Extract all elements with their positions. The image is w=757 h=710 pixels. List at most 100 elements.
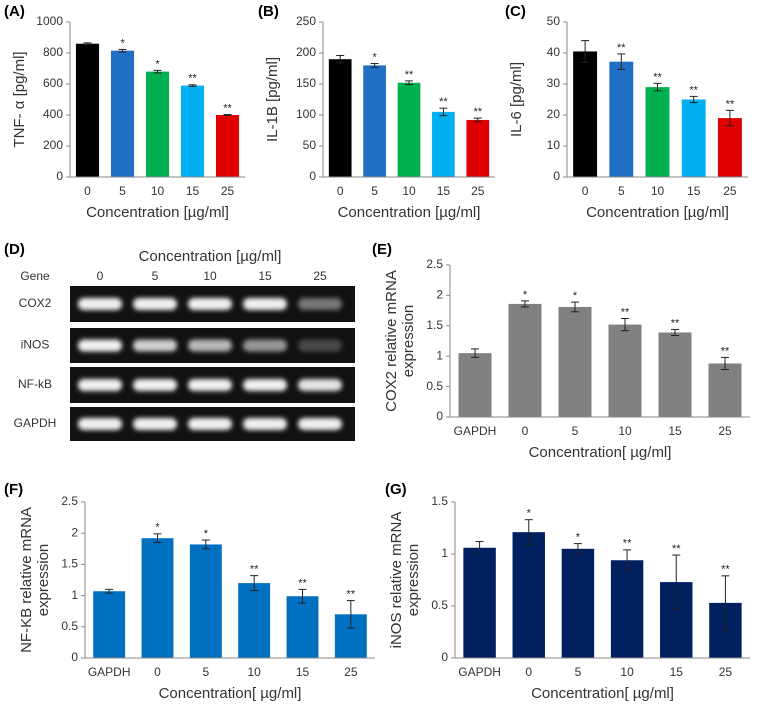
bar	[463, 547, 496, 658]
x-tick-label: 10	[620, 665, 634, 679]
x-tick-label: 15	[437, 184, 451, 198]
bar	[508, 303, 542, 417]
y-tick-label: 50	[303, 138, 317, 152]
x-tick-label: 10	[651, 184, 665, 198]
significance-label: *	[155, 522, 160, 534]
x-tick-label: 0	[337, 184, 344, 198]
bar	[363, 65, 386, 177]
x-tick-label: 5	[119, 184, 126, 198]
y-tick-label: 50	[547, 14, 561, 28]
gene-label: iNOS	[21, 338, 50, 352]
y-tick-label: 20	[547, 107, 561, 121]
band	[243, 298, 287, 310]
x-tick-label: 0	[525, 665, 532, 679]
bar	[681, 99, 706, 177]
y-tick-label: 0.5	[426, 379, 443, 393]
panel-label: (D)	[4, 241, 25, 258]
gene-label: COX2	[19, 296, 52, 310]
x-axis-label: Concentration[ µg/ml]	[159, 685, 302, 702]
band	[298, 379, 342, 391]
y-tick-label: 1.5	[61, 557, 78, 571]
bar	[573, 51, 598, 178]
y-tick-label: 40	[547, 45, 561, 59]
significance-label: **	[188, 73, 197, 85]
significance-label: **	[223, 102, 232, 114]
significance-label: **	[621, 306, 630, 318]
y-tick-label: 800	[43, 45, 63, 59]
x-tick-label: 15	[670, 665, 684, 679]
gel-panel: (D) Concentration [µg/ml] Gene 0 5 10 15 25 C…	[4, 241, 355, 441]
x-tick-label: 0	[522, 424, 529, 438]
x-tick-label: 5	[618, 184, 625, 198]
x-tick-label: 0	[84, 184, 91, 198]
bar	[189, 544, 222, 658]
panel-label: (B)	[258, 3, 279, 20]
y-tick-label: 0	[553, 169, 560, 183]
y-tick-label: 0	[309, 169, 316, 183]
band	[298, 418, 342, 430]
significance-label: **	[623, 538, 632, 550]
significance-label: *	[523, 289, 528, 301]
bar	[286, 596, 319, 658]
bar	[717, 118, 742, 177]
panel-label: (A)	[4, 3, 25, 20]
y-tick-label: 0	[436, 409, 443, 423]
gene-label: GAPDH	[14, 416, 57, 430]
significance-label: *	[527, 508, 532, 520]
x-tick-label: 25	[344, 665, 358, 679]
y-tick-label: 0	[441, 650, 448, 664]
bar	[609, 61, 634, 177]
y-tick-label: 30	[547, 76, 561, 90]
bar	[110, 50, 135, 177]
x-tick-label: 25	[719, 665, 733, 679]
bar	[558, 306, 592, 417]
significance-label: **	[439, 96, 448, 108]
y-tick-label: 1.5	[431, 494, 448, 508]
y-tick-label: 1.5	[426, 318, 443, 332]
x-tick-label: 10	[618, 424, 632, 438]
bar	[708, 363, 742, 417]
band	[133, 339, 177, 352]
y-tick-label: 1	[436, 348, 443, 362]
x-tick-label: 10	[247, 665, 261, 679]
y-tick-label: 1000	[36, 14, 63, 28]
gene-header: Gene	[20, 269, 50, 283]
y-tick-label: 200	[43, 138, 63, 152]
significance-label: *	[155, 58, 160, 70]
y-tick-label: 0.5	[431, 598, 448, 612]
bar	[466, 119, 490, 177]
x-tick-label: 15	[668, 424, 682, 438]
x-tick-label: 15	[186, 184, 200, 198]
significance-label: **	[689, 84, 698, 96]
y-tick-label: 200	[296, 45, 316, 59]
x-tick-label: 5	[575, 665, 582, 679]
x-tick-label: 15	[296, 665, 310, 679]
y-tick-label: 0.5	[61, 619, 78, 633]
band	[298, 298, 342, 310]
y-tick-label: 0	[56, 169, 63, 183]
y-tick-label: 2	[436, 288, 443, 302]
bar	[145, 71, 170, 177]
bar	[432, 111, 455, 177]
y-tick-label: 2.5	[61, 494, 78, 508]
y-tick-label: 2	[71, 525, 78, 539]
panel-label: (E)	[372, 241, 392, 258]
bar	[93, 591, 126, 658]
x-tick-label: 5	[202, 665, 209, 679]
y-tick-label: 1	[441, 546, 448, 560]
x-axis-label: Concentration [µg/ml]	[86, 204, 229, 221]
x-tick-label: 5	[572, 424, 579, 438]
y-tick-label: 0	[71, 650, 78, 664]
y-axis-label: TNF- α [pg/ml]	[11, 51, 28, 147]
bar	[75, 43, 100, 178]
x-tick-label: 25	[723, 184, 737, 198]
x-tick-label: 25	[718, 424, 732, 438]
band	[243, 339, 287, 352]
significance-label: *	[120, 37, 125, 49]
significance-label: **	[405, 69, 414, 81]
bar	[397, 82, 421, 177]
lane-label: 5	[152, 269, 159, 283]
bar	[215, 115, 240, 177]
y-axis-label: expression	[405, 544, 422, 617]
